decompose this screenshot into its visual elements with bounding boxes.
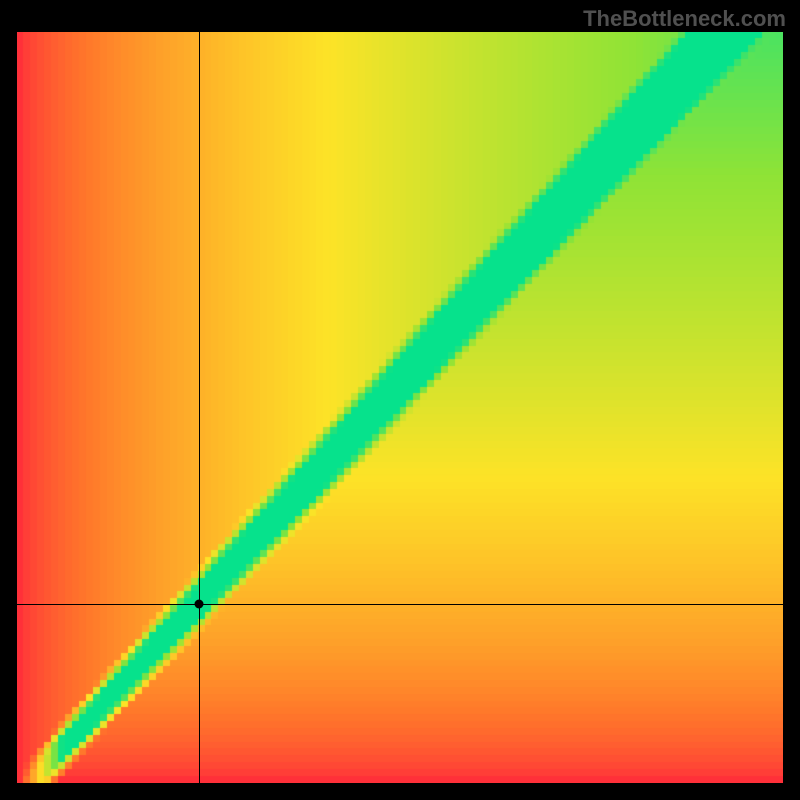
- plot-area: [17, 32, 783, 783]
- crosshair-vertical: [199, 32, 200, 783]
- chart-stage: TheBottleneck.com: [0, 0, 800, 800]
- crosshair-horizontal: [17, 604, 783, 605]
- heatmap-canvas: [17, 32, 783, 783]
- watermark-text: TheBottleneck.com: [583, 6, 786, 32]
- crosshair-marker: [195, 600, 204, 609]
